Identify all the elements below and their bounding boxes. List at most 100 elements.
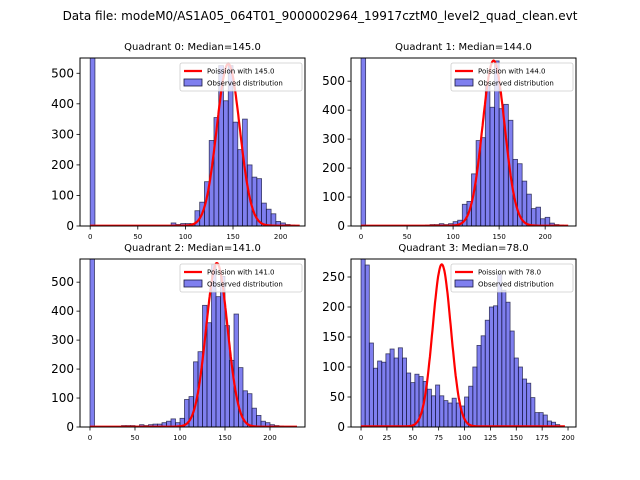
histogram-bar: [505, 301, 511, 427]
histogram-bar: [89, 259, 95, 427]
legend-bar-swatch: [183, 279, 203, 288]
histogram-bar: [513, 357, 519, 427]
legend: Poission with 78.0 Observed distribution: [450, 263, 574, 293]
panel-title: Quadrant 1: Median=144.0: [395, 42, 532, 53]
histogram-bar: [393, 357, 399, 427]
y-tick-label: 100: [51, 391, 74, 405]
histogram-bar: [538, 412, 544, 427]
histogram-bar: [233, 313, 239, 427]
histogram-bar: [534, 412, 540, 427]
histogram-bar: [498, 108, 505, 226]
histogram-bar: [435, 384, 441, 427]
histogram-bar: [377, 360, 383, 427]
panel-quadrant-0: Quadrant 0: Median=145.00100200300400500…: [51, 42, 306, 241]
histogram-bar: [468, 385, 474, 427]
plot-area: [360, 58, 569, 226]
y-tick-label: 200: [322, 161, 345, 175]
histogram-bar: [215, 296, 221, 427]
histogram-bar: [89, 58, 96, 226]
histogram-bar: [426, 388, 432, 427]
histogram-bar: [517, 366, 523, 427]
histogram-bar: [488, 306, 494, 427]
legend-label-poisson: Poission with 145.0: [207, 68, 275, 76]
histogram-bar: [484, 319, 490, 427]
x-tick-label: 200: [538, 233, 551, 241]
legend-box: [450, 62, 574, 92]
legend-label-poisson: Poission with 141.0: [207, 269, 275, 277]
histogram-bar: [223, 100, 229, 226]
panel-title: Quadrant 3: Median=78.0: [398, 243, 528, 254]
histogram-bar: [389, 348, 395, 427]
y-tick-label: 300: [51, 127, 74, 141]
y-tick-label: 0: [337, 420, 345, 434]
panel-quadrant-1: Quadrant 1: Median=144.00100200300400500…: [322, 42, 577, 241]
histogram-bar: [381, 361, 387, 427]
histogram-bar: [522, 378, 528, 427]
legend-bar-swatch: [454, 279, 474, 288]
y-tick-label: 0: [337, 219, 345, 233]
histogram-bar: [431, 395, 436, 427]
histogram-bar: [447, 402, 453, 427]
histogram-bar: [265, 208, 272, 226]
histogram-bar: [542, 414, 548, 427]
histogram-bar: [526, 382, 532, 427]
legend: Poission with 144.0 Observed distribution: [450, 62, 574, 92]
histogram-bar: [530, 208, 537, 226]
y-tick-label: 100: [322, 360, 345, 374]
x-tick-label: 100: [446, 233, 459, 241]
y-tick-label: 300: [322, 132, 345, 146]
legend: Poission with 141.0 Observed distribution: [179, 263, 303, 293]
histogram-bar: [493, 305, 499, 427]
axes-frame: [79, 258, 306, 428]
histogram-bar: [206, 322, 212, 427]
panel-title: Quadrant 0: Median=145.0: [124, 42, 261, 53]
plot-area: [360, 259, 565, 427]
x-tick-label: 100: [179, 233, 192, 241]
histogram-bar: [489, 106, 495, 226]
histogram-bar: [526, 193, 532, 226]
histogram-bar: [402, 357, 407, 427]
y-tick-label: 150: [322, 330, 345, 344]
y-tick-label: 200: [322, 300, 345, 314]
legend-label-observed: Observed distribution: [207, 80, 283, 88]
x-tick-label: 50: [133, 233, 142, 241]
y-tick-label: 0: [66, 219, 74, 233]
suptitle: Data file: modeM0/AS1A05_064T01_90000029…: [63, 9, 578, 23]
x-tick-label: 50: [408, 434, 417, 442]
histogram-bar: [385, 353, 391, 427]
x-tick-label: 150: [510, 434, 523, 442]
histogram-bar: [530, 397, 536, 427]
x-tick-label: 100: [173, 434, 186, 442]
y-tick-label: 250: [322, 270, 345, 284]
y-tick-label: 400: [51, 97, 74, 111]
histogram-bar: [451, 397, 457, 427]
legend-label-poisson: Poission with 78.0: [478, 269, 541, 277]
histogram-bar: [247, 393, 253, 427]
histogram-bar: [509, 330, 515, 427]
x-tick-label: 100: [458, 434, 471, 442]
histogram-bar: [544, 216, 551, 226]
histogram-bar: [410, 382, 416, 427]
histogram-bar: [443, 400, 449, 427]
y-tick-label: 300: [51, 333, 74, 347]
histogram-bar: [364, 264, 370, 427]
legend-label-observed: Observed distribution: [207, 281, 283, 289]
x-tick-label: 50: [403, 233, 412, 241]
legend-bar-swatch: [454, 78, 474, 87]
legend-label-observed: Observed distribution: [478, 281, 554, 289]
x-tick-label: 200: [263, 434, 276, 442]
axes-frame: [350, 57, 577, 227]
histogram-bar: [439, 395, 445, 427]
histogram-bar: [501, 289, 507, 427]
histogram-bar: [480, 137, 486, 226]
x-tick-label: 0: [88, 233, 92, 241]
histogram-bar: [480, 335, 486, 427]
histogram-bar: [497, 273, 503, 427]
x-tick-label: 0: [88, 434, 92, 442]
histogram-bar: [360, 58, 367, 226]
axes-frame: [79, 57, 306, 227]
x-tick-label: 200: [561, 434, 574, 442]
legend-box: [450, 263, 574, 293]
y-tick-label: 50: [330, 390, 345, 404]
